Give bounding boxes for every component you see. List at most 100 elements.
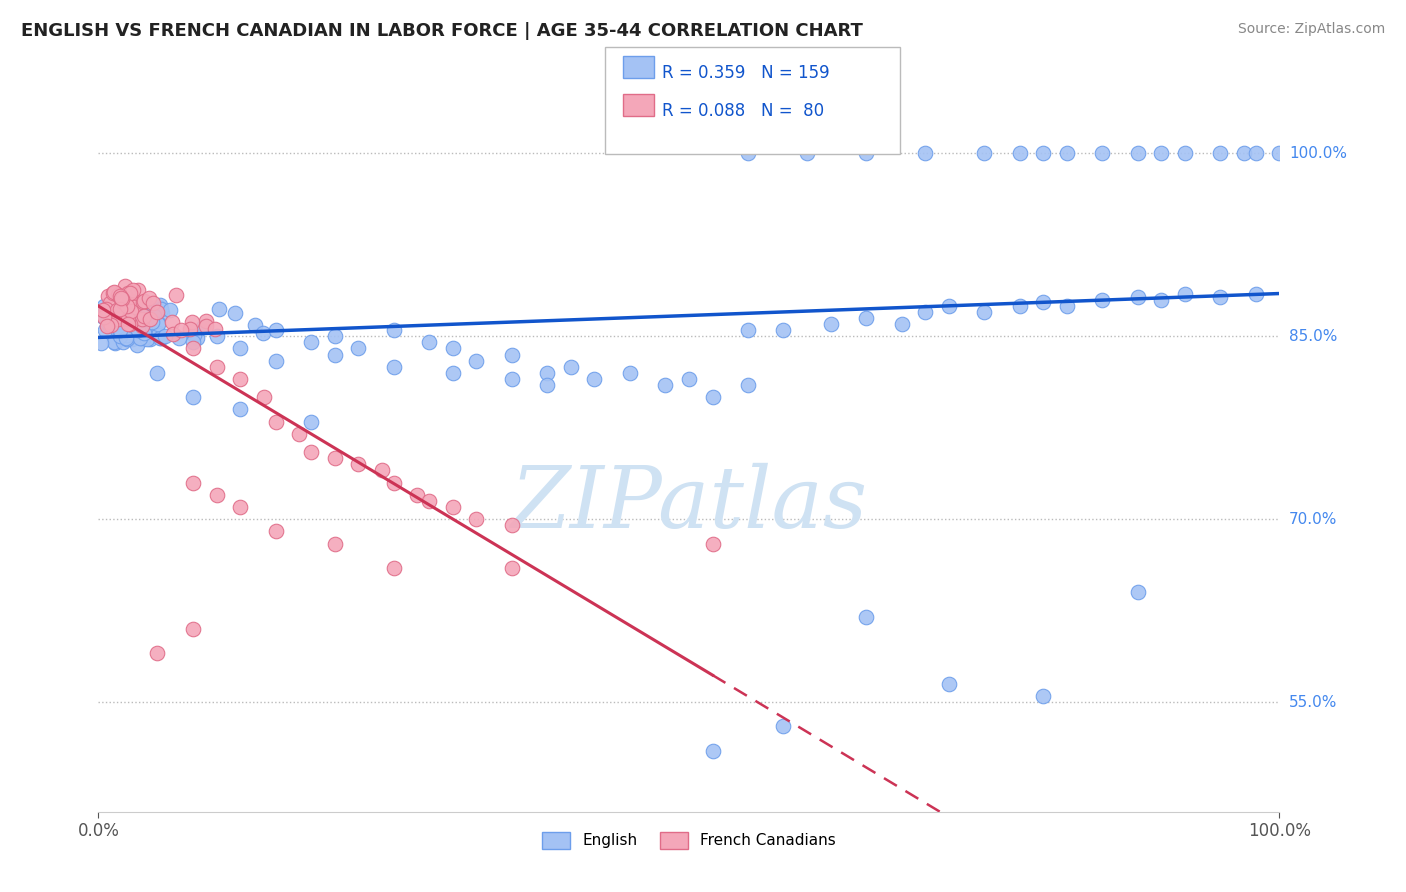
Point [127, 318, 149, 333]
Point [181, 475, 204, 490]
Point [115, 332, 138, 346]
Point [121, 283, 143, 297]
Point [93, 310, 115, 325]
Point [181, 335, 204, 350]
Point [111, 303, 134, 318]
Point [914, 305, 936, 319]
Point [796, 146, 818, 161]
Point [146, 316, 169, 330]
Point [536, 378, 558, 392]
Point [111, 292, 134, 306]
Point [122, 303, 145, 318]
Point [117, 325, 139, 339]
Point [1174, 286, 1197, 301]
Point [100, 318, 122, 333]
Point [938, 299, 960, 313]
Point [149, 330, 172, 344]
Point [1174, 146, 1197, 161]
Point [1032, 689, 1054, 703]
Point [90, 336, 112, 351]
Point [1032, 146, 1054, 161]
Point [120, 304, 142, 318]
Point [224, 306, 246, 320]
Point [131, 319, 153, 334]
Point [229, 402, 252, 417]
Point [146, 317, 169, 331]
Point [1268, 146, 1291, 161]
Point [1008, 299, 1031, 313]
Point [118, 318, 141, 332]
Text: 70.0%: 70.0% [1289, 512, 1337, 526]
Point [108, 329, 131, 343]
Point [131, 312, 153, 326]
Point [181, 390, 204, 404]
Point [441, 500, 464, 514]
Point [117, 311, 139, 326]
Point [135, 318, 157, 332]
Point [299, 335, 322, 350]
Point [105, 311, 128, 326]
Point [112, 311, 135, 326]
Point [103, 334, 125, 349]
Point [181, 342, 204, 356]
Point [441, 366, 464, 380]
Point [139, 320, 162, 334]
Point [117, 299, 139, 313]
Point [138, 332, 160, 346]
Point [117, 285, 139, 300]
Point [124, 301, 146, 315]
Point [1032, 295, 1054, 310]
Point [117, 313, 139, 327]
Point [148, 300, 170, 314]
Point [120, 319, 142, 334]
Point [323, 536, 346, 550]
Point [121, 322, 143, 336]
Point [108, 289, 131, 303]
Point [98, 315, 121, 329]
Point [120, 310, 142, 324]
Point [208, 301, 231, 316]
Point [501, 372, 523, 386]
Point [114, 331, 136, 345]
Point [1008, 146, 1031, 161]
Point [96, 318, 118, 333]
Point [139, 312, 162, 326]
Point [162, 326, 184, 341]
Point [229, 500, 252, 514]
Point [160, 315, 183, 329]
Point [323, 451, 346, 466]
Point [1126, 290, 1149, 304]
Point [115, 328, 138, 343]
Text: 55.0%: 55.0% [1289, 695, 1337, 709]
Point [103, 285, 125, 299]
Point [347, 342, 370, 356]
Point [183, 327, 205, 342]
Point [101, 310, 124, 324]
Point [142, 310, 165, 324]
Point [737, 323, 759, 337]
Point [146, 305, 169, 319]
Point [1150, 293, 1173, 307]
Point [110, 291, 132, 305]
Point [120, 285, 142, 300]
Point [122, 300, 145, 314]
Point [124, 297, 146, 311]
Point [264, 323, 287, 337]
Point [141, 315, 163, 329]
Point [1209, 290, 1232, 304]
Point [264, 524, 287, 539]
Point [264, 415, 287, 429]
Point [1126, 146, 1149, 161]
Point [131, 332, 153, 346]
Point [1091, 293, 1114, 307]
Point [110, 305, 132, 319]
Point [855, 311, 877, 326]
Point [132, 331, 155, 345]
Point [112, 303, 135, 318]
Point [536, 366, 558, 380]
Point [264, 353, 287, 368]
Point [820, 317, 842, 331]
Point [772, 719, 794, 733]
Point [855, 146, 877, 161]
Point [441, 342, 464, 356]
